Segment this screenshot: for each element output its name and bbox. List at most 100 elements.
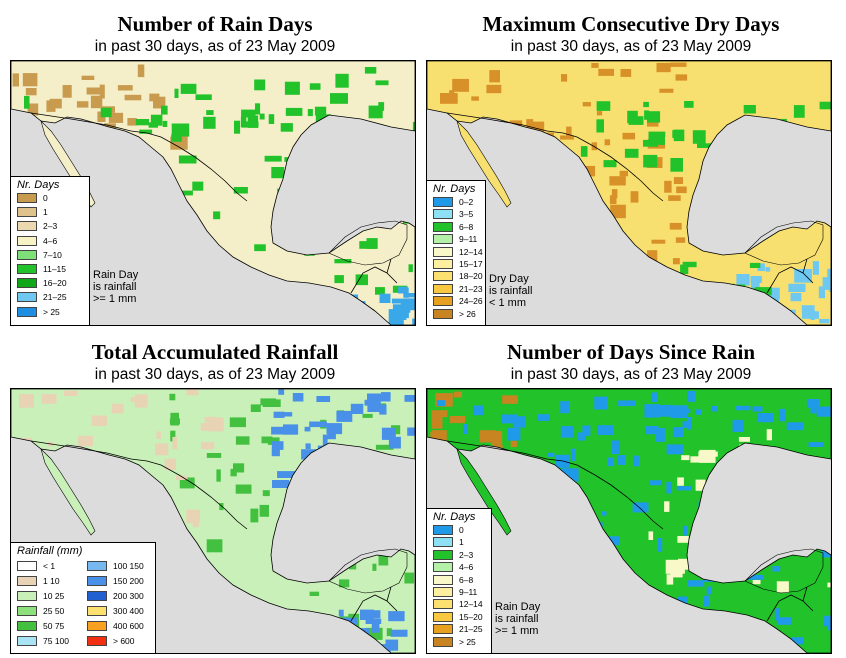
data-cell: [582, 425, 591, 436]
data-cell: [450, 416, 466, 424]
data-cell: [326, 423, 343, 435]
legend-title: Nr. Days: [17, 179, 60, 191]
data-cell: [788, 283, 806, 292]
data-cell: [755, 287, 772, 296]
data-cell: [742, 523, 753, 537]
data-cell: [321, 544, 338, 551]
data-cell: [750, 276, 762, 284]
data-cell: [498, 156, 504, 169]
data-cell: [790, 293, 802, 302]
data-cell: [739, 459, 750, 469]
legend-swatch: [17, 636, 37, 646]
data-cell: [343, 480, 352, 488]
note-line: Rain Day: [495, 601, 541, 613]
data-cell: [528, 175, 534, 185]
data-cell: [345, 175, 352, 185]
data-cell: [343, 631, 361, 638]
data-cell: [259, 504, 269, 517]
data-cell: [41, 394, 57, 404]
data-cell: [527, 147, 534, 153]
dry-day-note: Dry Day is rainfall < 1 mm: [489, 273, 532, 309]
legend-label: > 25: [43, 306, 60, 317]
data-cell: [300, 478, 316, 485]
data-cell: [278, 389, 285, 395]
data-cell: [317, 485, 329, 496]
data-cell: [596, 111, 603, 116]
legend-label: 150 200: [113, 576, 144, 586]
yucatan-outline: [744, 548, 824, 594]
legend-swatch: [433, 537, 453, 548]
data-cell: [777, 617, 792, 625]
data-cell: [570, 543, 588, 553]
data-cell: [680, 264, 689, 274]
legend-label: 400 600: [113, 621, 144, 631]
data-cell: [133, 164, 142, 177]
legend-label: > 600: [113, 636, 135, 646]
legend-title: Nr. Days: [433, 511, 476, 523]
data-cell: [207, 568, 215, 581]
data-cell: [675, 634, 683, 644]
legend-swatch: [433, 221, 453, 232]
data-cell: [752, 406, 763, 412]
data-cell: [738, 437, 750, 442]
data-cell: [563, 243, 577, 256]
legend-label: 18–20: [459, 271, 483, 282]
rain-day-note: Rain Day is rainfall >= 1 mm: [495, 601, 540, 637]
legend-label: 0: [459, 525, 464, 535]
data-cell: [776, 581, 789, 593]
data-cell: [277, 306, 291, 315]
data-cell: [234, 617, 248, 628]
data-cell: [670, 158, 683, 172]
data-cell: [436, 400, 446, 407]
data-cell: [395, 520, 408, 528]
data-cell: [523, 490, 538, 503]
data-cell: [750, 544, 768, 555]
panel-title: Number of Days Since Rain: [506, 340, 756, 364]
data-cell: [806, 493, 817, 498]
data-cell: [404, 395, 415, 402]
data-cell: [316, 396, 331, 402]
legend-swatch: [17, 221, 37, 232]
data-cell: [257, 293, 274, 305]
legend-swatch: [87, 606, 107, 616]
data-cell: [186, 389, 199, 396]
data-cell: [808, 478, 817, 490]
data-cell: [340, 639, 348, 647]
data-cell: [775, 534, 794, 539]
data-cell: [822, 545, 831, 558]
data-cell: [774, 608, 780, 621]
data-cell: [283, 424, 299, 435]
data-cell: [127, 118, 137, 126]
data-cell: [431, 430, 447, 442]
legend-label: 0: [43, 193, 48, 203]
data-cell: [508, 224, 525, 231]
data-cell: [271, 449, 280, 457]
data-cell: [204, 416, 215, 423]
data-cell: [190, 272, 196, 280]
data-cell: [745, 495, 755, 502]
data-cell: [78, 128, 87, 138]
panel-subtitle: in past 30 days, as of 23 May 2009: [94, 38, 336, 55]
data-cell: [304, 426, 311, 432]
data-cell: [238, 296, 253, 309]
data-cell: [668, 195, 681, 201]
data-cell: [42, 520, 49, 535]
data-cell: [297, 626, 305, 634]
legend-label: 2–3: [459, 549, 474, 560]
data-cell: [338, 542, 350, 557]
central-america-border: [350, 258, 398, 294]
legend-swatch: [433, 587, 453, 597]
data-cell: [313, 632, 320, 643]
data-cell: [240, 116, 247, 128]
data-cell: [90, 168, 104, 178]
data-cell: [625, 615, 632, 626]
legend-swatch: [433, 549, 453, 560]
data-cell: [150, 114, 163, 126]
data-cell: [388, 611, 405, 622]
data-cell: [811, 494, 823, 499]
data-cell: [305, 443, 311, 449]
data-cell: [647, 111, 661, 123]
legend-swatch: [433, 611, 453, 622]
data-cell: [652, 271, 667, 278]
land-region: [11, 389, 415, 653]
